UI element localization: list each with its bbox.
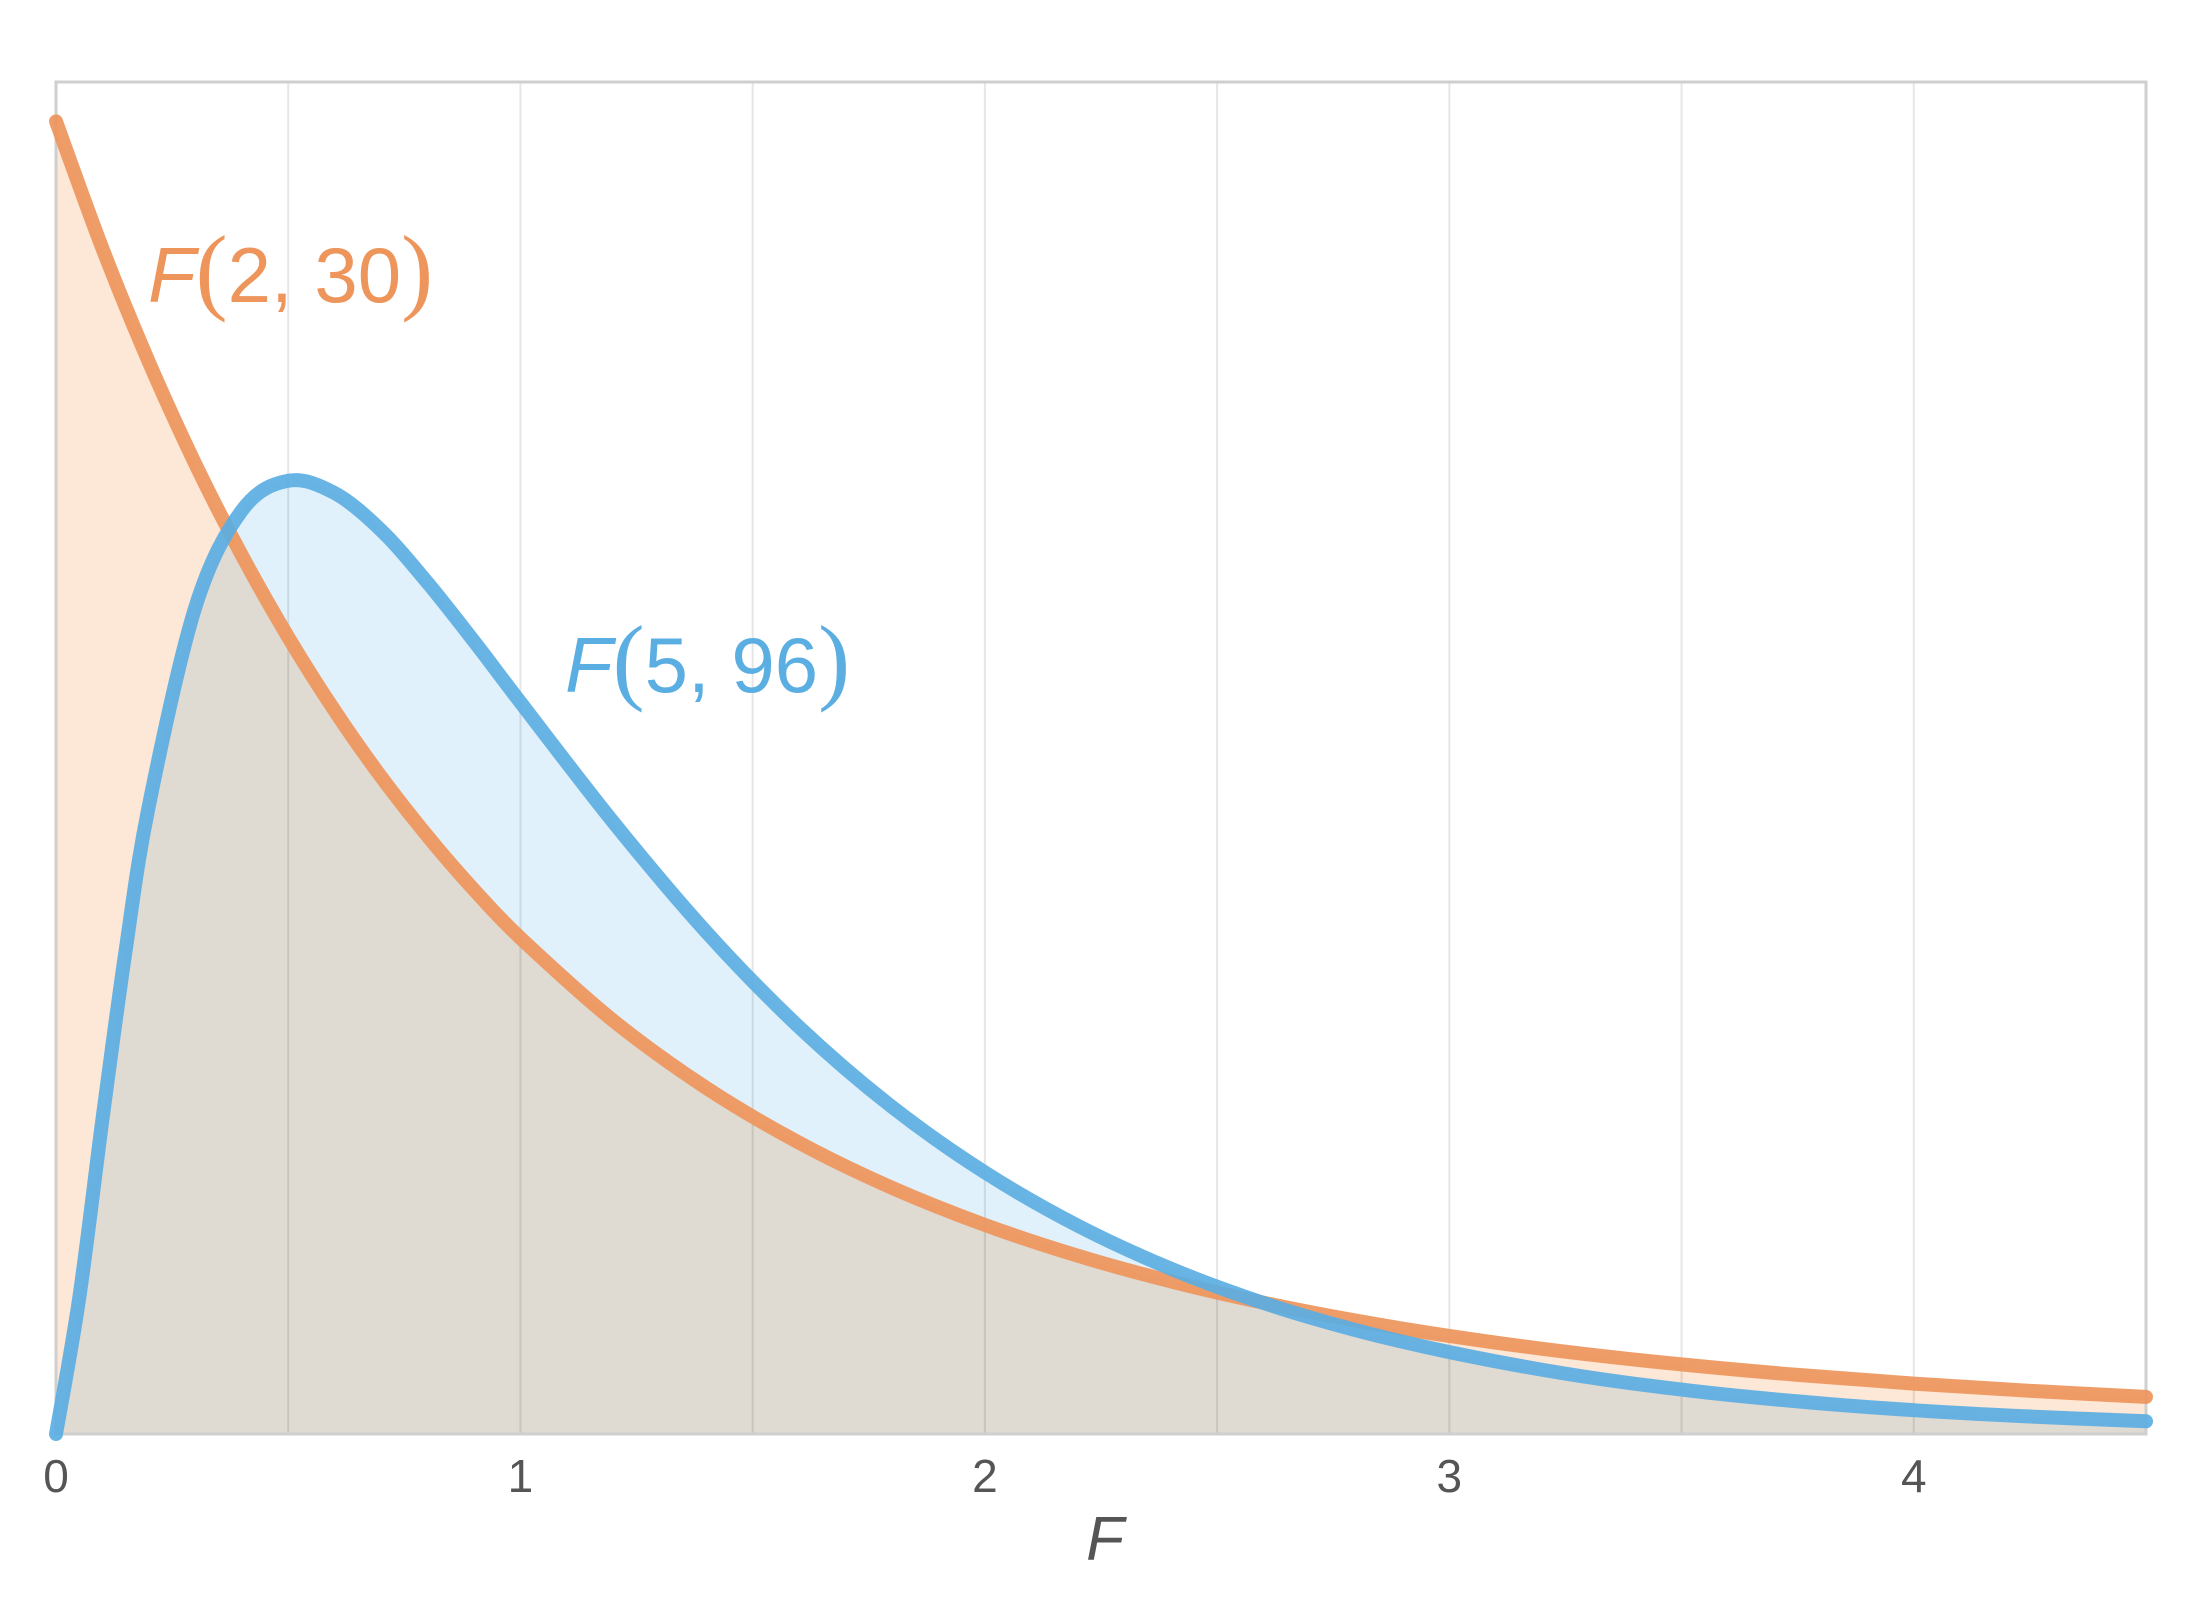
series-line-1 — [49, 114, 2153, 1404]
series-label-close-paren: ) — [818, 606, 850, 713]
x-tick-label: 2 — [972, 1450, 998, 1502]
series-label-args: 5, 96 — [645, 621, 818, 709]
series-label-f-2-30: F(2, 30) — [148, 216, 433, 323]
plot-frame — [54, 80, 2148, 1436]
series-label-args: 2, 30 — [228, 231, 401, 319]
x-tick-label: 3 — [1437, 1450, 1463, 1502]
curve-lines — [49, 114, 2153, 1441]
x-axis-title: F — [1086, 1505, 1127, 1574]
x-tick-label: 0 — [43, 1450, 69, 1502]
series-label-letter: F — [565, 621, 617, 709]
series-label-open-paren: ( — [196, 216, 228, 323]
series-label-f-5-96: F(5, 96) — [565, 606, 850, 713]
series-line-2 — [49, 473, 2153, 1441]
x-tick-label: 1 — [508, 1450, 534, 1502]
series-label-open-paren: ( — [613, 606, 645, 713]
series-label-close-paren: ) — [401, 216, 433, 323]
series-fill-2 — [56, 480, 2146, 1434]
series-label-letter: F — [148, 231, 200, 319]
curve-fills — [56, 121, 2146, 1434]
x-tick-labels: 0 1 2 3 4 — [43, 1450, 1926, 1502]
x-tick-label: 4 — [1901, 1450, 1927, 1502]
